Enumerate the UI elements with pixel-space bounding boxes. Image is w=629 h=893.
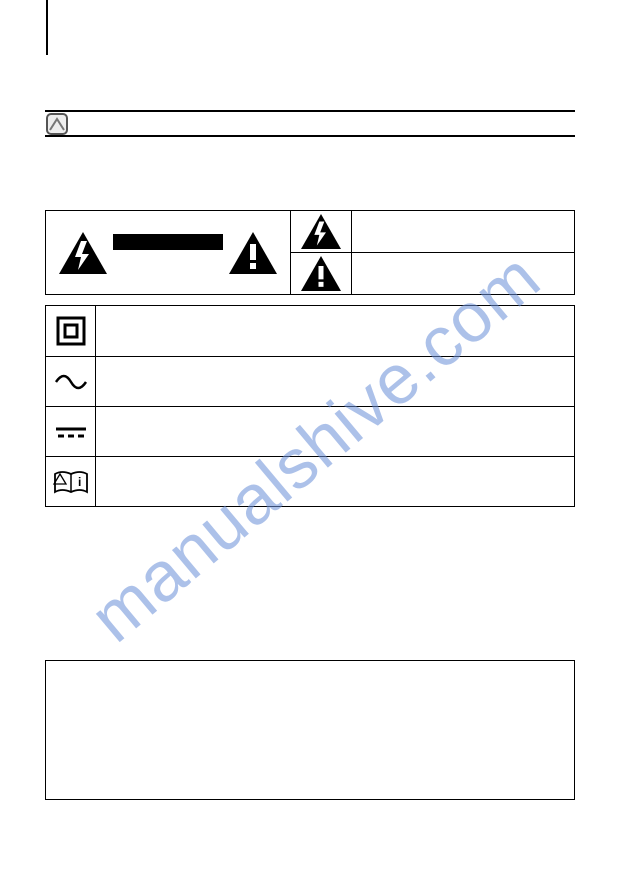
svg-text:i: i — [78, 475, 81, 489]
table-row — [46, 356, 574, 406]
symbol-table: i — [45, 305, 575, 507]
caution-label-box — [113, 234, 223, 272]
symbol-text — [96, 306, 574, 356]
caution-group: i — [45, 210, 575, 507]
caution-right-text-shock — [351, 211, 574, 252]
dc-icon — [46, 407, 96, 456]
table-row — [46, 306, 574, 356]
symbol-text — [96, 407, 574, 456]
page: i manualshive.com — [0, 0, 629, 893]
caution-left-cell — [46, 211, 290, 294]
ac-icon — [46, 357, 96, 406]
bottom-box — [45, 660, 575, 800]
class2-double-square-icon — [46, 306, 96, 356]
note-row — [45, 110, 575, 137]
note-square-icon — [45, 112, 71, 135]
header-divider — [46, 0, 48, 55]
caution-main-box — [45, 210, 575, 295]
table-row: i — [46, 456, 574, 506]
caution-right-row-warning — [290, 252, 574, 294]
warning-triangle-icon — [229, 232, 277, 274]
caution-label-inner — [113, 250, 223, 272]
caution-right-column — [290, 211, 574, 294]
symbol-text — [96, 357, 574, 406]
warning-triangle-icon — [291, 256, 351, 291]
read-manual-icon: i — [46, 457, 96, 506]
shock-triangle-icon — [59, 232, 107, 274]
caution-right-row-shock — [290, 211, 574, 252]
table-row — [46, 406, 574, 456]
caution-right-text-warning — [351, 253, 574, 294]
shock-triangle-icon — [291, 214, 351, 249]
symbol-text — [96, 457, 574, 506]
